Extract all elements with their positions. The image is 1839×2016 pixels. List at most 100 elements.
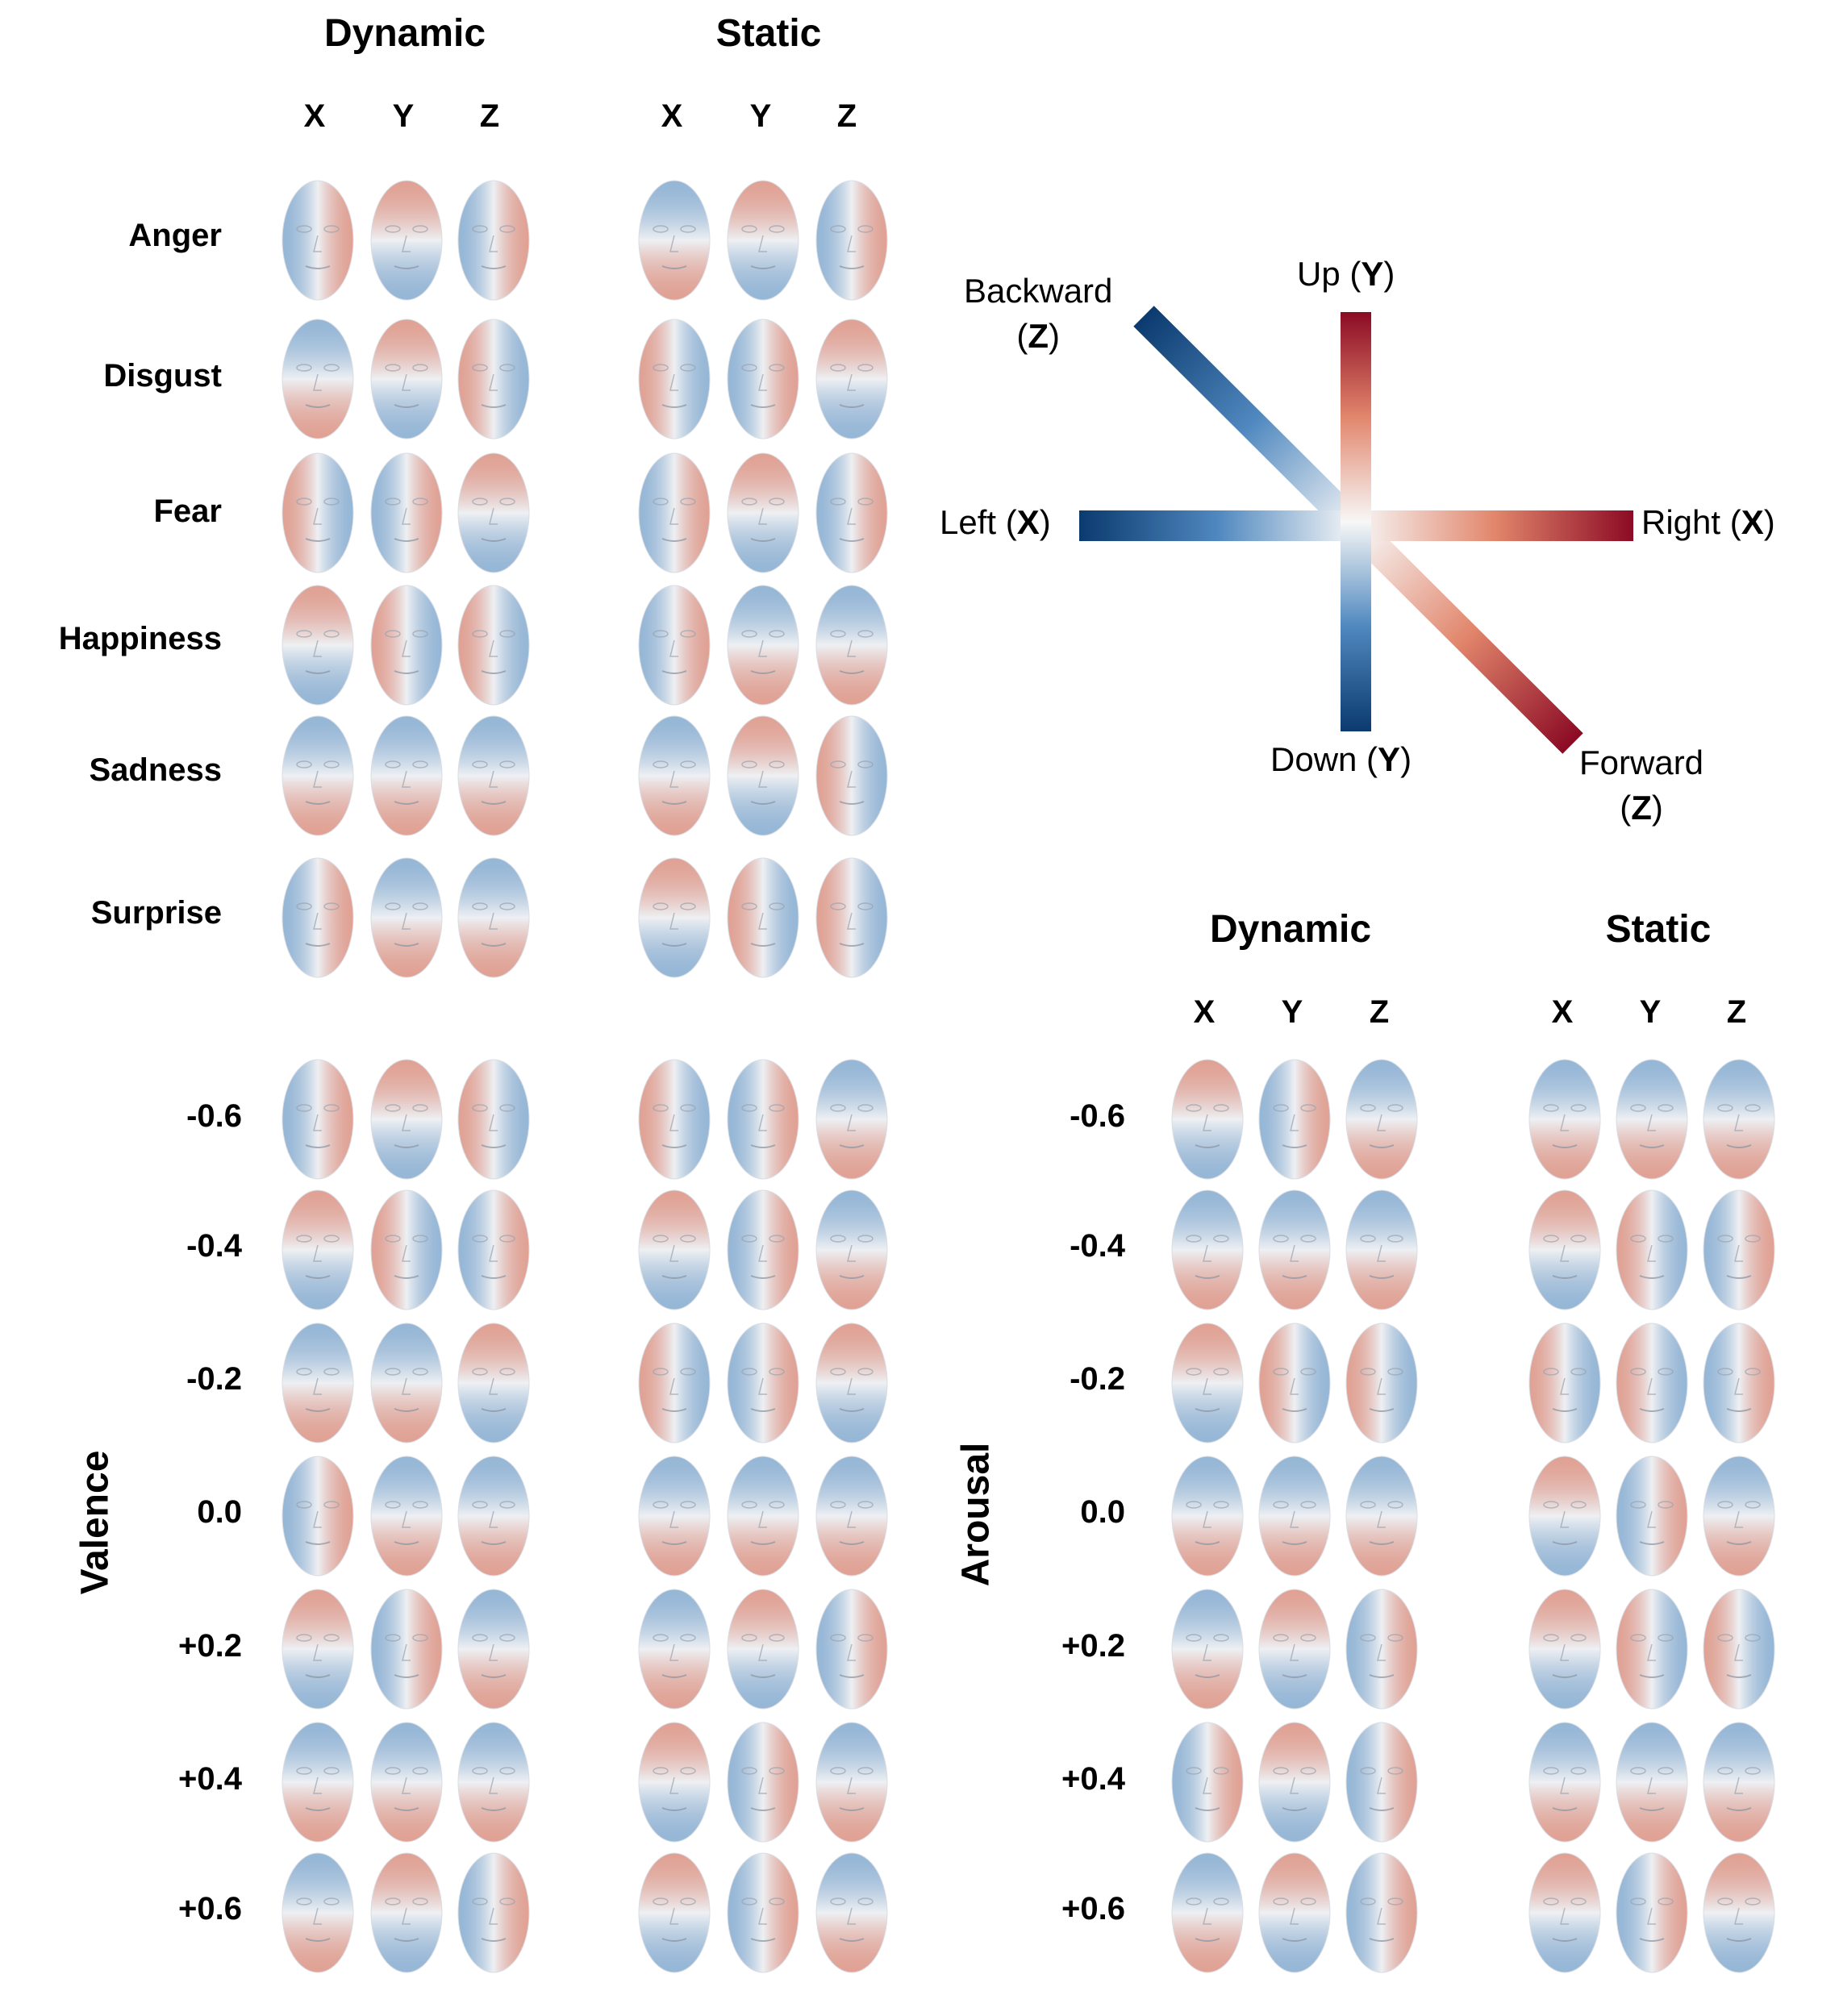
face-arousal-dynamic (1258, 1322, 1331, 1443)
face-valence-dynamic (457, 1189, 530, 1310)
valence-row-label: +0.2 (178, 1628, 242, 1664)
face-valence-dynamic (457, 1722, 530, 1843)
arousal-static-y-label: Y (1639, 994, 1662, 1030)
arousal-static-x-label: X (1551, 994, 1574, 1030)
emotion-static-header: Static (715, 12, 822, 55)
face-emotion-dynamic (457, 857, 530, 978)
arousal-row-label: +0.2 (1061, 1628, 1125, 1664)
face-arousal-static (1616, 1589, 1688, 1710)
face-valence-dynamic (370, 1852, 443, 1973)
arousal-axis-label: Arousal (954, 1442, 998, 1587)
face-valence-dynamic (281, 1322, 354, 1443)
face-arousal-dynamic (1171, 1059, 1244, 1180)
emotion-dynamic-x-label: X (303, 98, 326, 134)
face-emotion-static (727, 319, 799, 439)
face-valence-static (638, 1722, 711, 1843)
face-arousal-static (1616, 1059, 1688, 1180)
face-valence-dynamic (281, 1852, 354, 1973)
face-emotion-static (815, 585, 888, 706)
face-emotion-static (727, 180, 799, 301)
face-emotion-static (727, 585, 799, 706)
face-arousal-dynamic (1258, 1456, 1331, 1577)
face-arousal-static (1528, 1189, 1601, 1310)
arousal-static-z-label: Z (1726, 994, 1747, 1030)
face-arousal-static (1528, 1722, 1601, 1843)
face-emotion-static (638, 452, 711, 573)
row-label-anger: Anger (128, 218, 222, 253)
face-emotion-dynamic (457, 319, 530, 439)
face-arousal-dynamic (1171, 1189, 1244, 1310)
face-arousal-static (1703, 1322, 1775, 1443)
face-arousal-dynamic (1171, 1456, 1244, 1577)
face-arousal-dynamic (1345, 1456, 1418, 1577)
emotion-static-y-label: Y (749, 98, 772, 134)
row-label-fear: Fear (153, 494, 223, 529)
face-valence-dynamic (281, 1589, 354, 1710)
face-emotion-static (638, 857, 711, 978)
face-arousal-dynamic (1258, 1189, 1331, 1310)
face-valence-static (638, 1189, 711, 1310)
face-emotion-dynamic (370, 715, 443, 836)
face-arousal-static (1703, 1589, 1775, 1710)
face-arousal-dynamic (1171, 1722, 1244, 1843)
face-emotion-dynamic (281, 319, 354, 439)
arousal-row-label: -0.6 (1070, 1098, 1125, 1134)
face-arousal-static (1703, 1189, 1775, 1310)
face-valence-dynamic (457, 1059, 530, 1180)
face-emotion-dynamic (281, 452, 354, 573)
face-emotion-dynamic (370, 452, 443, 573)
valence-row-label: 0.0 (197, 1494, 242, 1530)
key-down-label: Down (Y) (1270, 740, 1412, 778)
face-emotion-dynamic (457, 715, 530, 836)
face-valence-dynamic (457, 1589, 530, 1710)
face-arousal-static (1616, 1456, 1688, 1577)
emotion-static-x-label: X (661, 98, 683, 134)
face-emotion-static (638, 319, 711, 439)
face-arousal-dynamic (1345, 1189, 1418, 1310)
face-arousal-dynamic (1258, 1589, 1331, 1710)
face-valence-static (727, 1059, 799, 1180)
face-valence-static (638, 1589, 711, 1710)
face-valence-static (815, 1059, 888, 1180)
face-valence-static (815, 1722, 888, 1843)
face-arousal-static (1703, 1456, 1775, 1577)
face-arousal-static (1528, 1852, 1601, 1973)
arousal-static-header: Static (1605, 908, 1712, 951)
face-arousal-dynamic (1345, 1722, 1418, 1843)
face-emotion-static (727, 857, 799, 978)
key-right-label: Right (X) (1641, 503, 1775, 541)
face-valence-static (727, 1189, 799, 1310)
key-up-label: Up (Y) (1297, 255, 1395, 293)
face-arousal-static (1616, 1852, 1688, 1973)
face-emotion-static (638, 715, 711, 836)
face-emotion-static (815, 319, 888, 439)
face-valence-static (638, 1059, 711, 1180)
face-arousal-static (1616, 1189, 1688, 1310)
arousal-dynamic-header: Dynamic (1209, 908, 1372, 951)
arousal-row-label: +0.6 (1061, 1891, 1125, 1926)
face-valence-dynamic (370, 1722, 443, 1843)
face-arousal-static (1703, 1722, 1775, 1843)
face-valence-dynamic (281, 1189, 354, 1310)
face-emotion-static (727, 452, 799, 573)
face-arousal-static (1528, 1059, 1601, 1180)
face-arousal-dynamic (1345, 1322, 1418, 1443)
face-valence-static (727, 1456, 799, 1577)
face-arousal-dynamic (1345, 1852, 1418, 1973)
emotion-dynamic-header: Dynamic (323, 12, 486, 55)
face-emotion-static (727, 715, 799, 836)
face-valence-dynamic (370, 1456, 443, 1577)
face-arousal-dynamic (1258, 1852, 1331, 1973)
emotion-static-z-label: Z (836, 98, 857, 134)
face-emotion-static (638, 180, 711, 301)
emotion-dynamic-z-label: Z (479, 98, 500, 134)
face-arousal-static (1616, 1322, 1688, 1443)
face-arousal-dynamic (1171, 1589, 1244, 1710)
face-valence-static (727, 1852, 799, 1973)
key-backward-label: Backward (Z) (964, 272, 1113, 355)
face-emotion-dynamic (370, 585, 443, 706)
valence-row-label: -0.4 (186, 1228, 242, 1264)
face-valence-dynamic (370, 1189, 443, 1310)
face-arousal-dynamic (1171, 1322, 1244, 1443)
